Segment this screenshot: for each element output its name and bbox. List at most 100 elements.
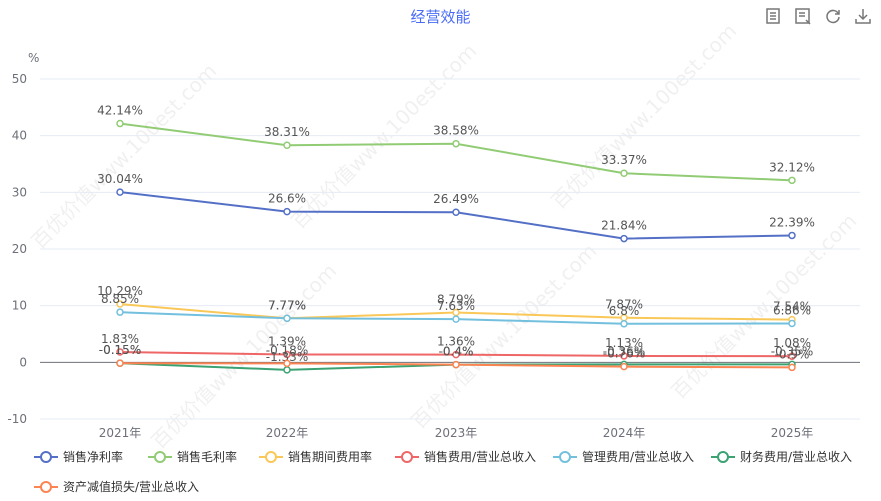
data-label: 8.85% <box>101 292 139 306</box>
data-label: 38.58% <box>433 124 479 138</box>
data-point[interactable] <box>116 348 124 356</box>
data-label: 6.86% <box>773 303 811 317</box>
data-point[interactable] <box>620 169 628 177</box>
data-label: 42.14% <box>97 104 143 118</box>
x-tick-label: 2022年 <box>266 426 309 440</box>
legend-marker[interactable] <box>401 451 413 463</box>
data-label: 32.12% <box>769 160 815 174</box>
data-label: 10.29% <box>97 284 143 298</box>
x-tick-label: 2021年 <box>99 426 142 440</box>
refresh-icon[interactable] <box>823 6 843 26</box>
data-label: 1.39% <box>268 334 306 348</box>
data-label: 21.84% <box>601 219 647 233</box>
legend-label[interactable]: 销售期间费用率 <box>288 449 372 464</box>
data-label: -0.76% <box>603 347 645 361</box>
legend-label[interactable]: 财务费用/营业总收入 <box>740 449 852 464</box>
data-point[interactable] <box>788 363 796 372</box>
y-tick-label: 40 <box>12 129 27 143</box>
data-point[interactable] <box>283 207 291 216</box>
data-point[interactable] <box>620 352 628 360</box>
data-label: -0.15% <box>99 343 141 357</box>
legend-marker[interactable] <box>717 451 729 463</box>
data-point[interactable] <box>283 350 291 359</box>
y-tick-label: 10 <box>12 299 27 313</box>
data-label: 7.87% <box>605 298 643 312</box>
data-label: 22.39% <box>769 215 815 229</box>
data-point[interactable] <box>283 314 291 323</box>
data-label: 1.36% <box>437 335 475 349</box>
data-label: -0.35% <box>771 344 813 358</box>
data-point[interactable] <box>788 176 796 185</box>
data-label: 7.77% <box>268 298 306 312</box>
x-tick-label: 2025年 <box>771 426 814 440</box>
legend-marker[interactable] <box>559 451 571 463</box>
data-label: -0.4% <box>439 345 474 359</box>
y-tick-label: 50 <box>12 72 27 86</box>
data-label: -0.36% <box>603 344 645 358</box>
y-tick-label: 0 <box>19 355 27 369</box>
data-label: 1.83% <box>101 332 139 346</box>
data-label: 8.79% <box>437 293 475 307</box>
legend-label[interactable]: 销售费用/营业总收入 <box>424 449 536 464</box>
data-point[interactable] <box>620 234 628 243</box>
watermark-text: 百优价值www.100est.com <box>147 259 342 454</box>
x-tick-label: 2023年 <box>435 426 478 440</box>
legend-marker[interactable] <box>265 451 277 463</box>
data-point[interactable] <box>452 139 460 148</box>
data-label: 30.04% <box>97 172 143 186</box>
data-label: 1.08% <box>773 336 811 350</box>
legend-label[interactable]: 销售净利率 <box>63 449 123 464</box>
legend-marker[interactable] <box>40 451 52 463</box>
chart-title: 经营效能 <box>410 8 471 26</box>
data-label: 7.63% <box>437 299 475 313</box>
data-point[interactable] <box>452 208 460 216</box>
data-label: -1.33% <box>266 350 308 364</box>
data-point[interactable] <box>620 320 628 328</box>
y-tick-label: 20 <box>12 242 27 256</box>
data-point[interactable] <box>116 188 124 196</box>
legend-marker[interactable] <box>154 451 166 463</box>
legend-marker[interactable] <box>40 481 52 493</box>
data-point[interactable] <box>116 308 124 316</box>
data-point[interactable] <box>116 300 124 308</box>
y-tick-label: 30 <box>12 185 27 199</box>
chart-toolbar <box>763 6 873 26</box>
y-tick-label: -10 <box>7 412 27 426</box>
data-point[interactable] <box>283 366 291 374</box>
data-point[interactable] <box>452 350 460 359</box>
data-view-icon[interactable] <box>763 6 783 26</box>
data-label: 38.31% <box>264 125 310 139</box>
data-label: 7.77% <box>268 298 306 312</box>
data-label: -0.15% <box>99 343 141 357</box>
data-label: -0.9% <box>775 347 810 361</box>
table-icon[interactable] <box>793 6 813 26</box>
data-point[interactable] <box>116 359 124 367</box>
data-label: 33.37% <box>601 153 647 167</box>
data-point[interactable] <box>283 141 291 149</box>
data-point[interactable] <box>788 352 796 360</box>
legend-label[interactable]: 销售毛利率 <box>177 449 237 464</box>
watermark-text: 百优价值www.100est.com <box>547 19 742 214</box>
data-label: 1.13% <box>605 336 643 350</box>
data-point[interactable] <box>788 319 796 328</box>
x-tick-label: 2024年 <box>603 426 646 440</box>
data-label: -0.4% <box>439 345 474 359</box>
watermark-text: 百优价值www.100est.com <box>407 239 602 434</box>
data-label: -0.18% <box>266 343 308 357</box>
y-axis-label: % <box>28 51 39 65</box>
data-point[interactable] <box>116 119 124 128</box>
legend-label[interactable]: 管理费用/营业总收入 <box>582 449 694 464</box>
watermark-text: 百优价值www.100est.com <box>27 59 222 254</box>
data-label: 7.54% <box>773 300 811 314</box>
data-label: 26.49% <box>433 192 479 206</box>
legend-label[interactable]: 资产减值损失/营业总收入 <box>63 479 199 494</box>
data-point[interactable] <box>788 231 796 240</box>
data-point[interactable] <box>620 362 628 371</box>
data-point[interactable] <box>452 360 460 369</box>
data-label: 26.6% <box>268 192 306 206</box>
data-point[interactable] <box>283 359 291 368</box>
data-point[interactable] <box>452 315 460 323</box>
data-label: 6.8% <box>609 304 640 318</box>
download-icon[interactable] <box>853 6 873 26</box>
